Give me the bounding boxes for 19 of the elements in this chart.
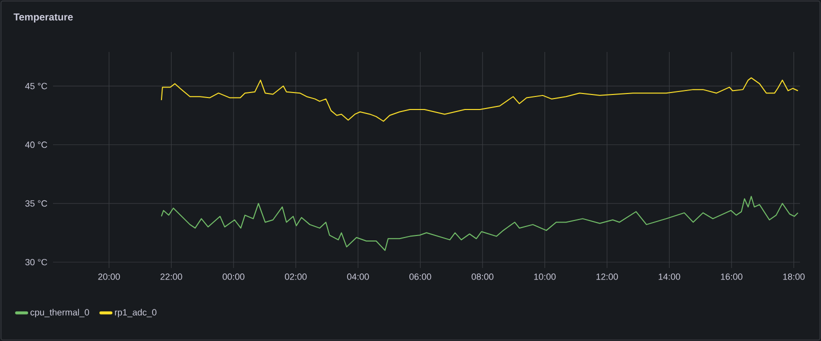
legend-label: cpu_thermal_0 [30, 308, 90, 318]
y-tick-label: 30 °C [25, 258, 48, 266]
x-tick-label: 16:00 [721, 274, 742, 280]
y-tick-label: 40 °C [25, 142, 48, 148]
x-tick-label: 22:00 [160, 274, 182, 280]
y-tick-label: 45 °C [25, 82, 48, 90]
x-tick-label: 08:00 [472, 274, 494, 280]
x-tick-label: 14:00 [658, 274, 680, 280]
x-tick-label: 02:00 [284, 274, 307, 280]
chart-title: Temperature [14, 14, 73, 22]
legend-label: rp1_adc_0 [115, 308, 156, 318]
y-tick-label: 35 °C [25, 200, 48, 207]
x-tick-label: 12:00 [596, 274, 618, 280]
x-tick-label: 04:00 [347, 274, 369, 280]
x-tick-label: 18:00 [783, 274, 805, 280]
x-tick-label: 00:00 [222, 274, 244, 280]
x-tick-label: 10:00 [534, 274, 556, 280]
x-tick-label: 06:00 [409, 274, 432, 280]
x-tick-label: 20:00 [98, 274, 120, 280]
